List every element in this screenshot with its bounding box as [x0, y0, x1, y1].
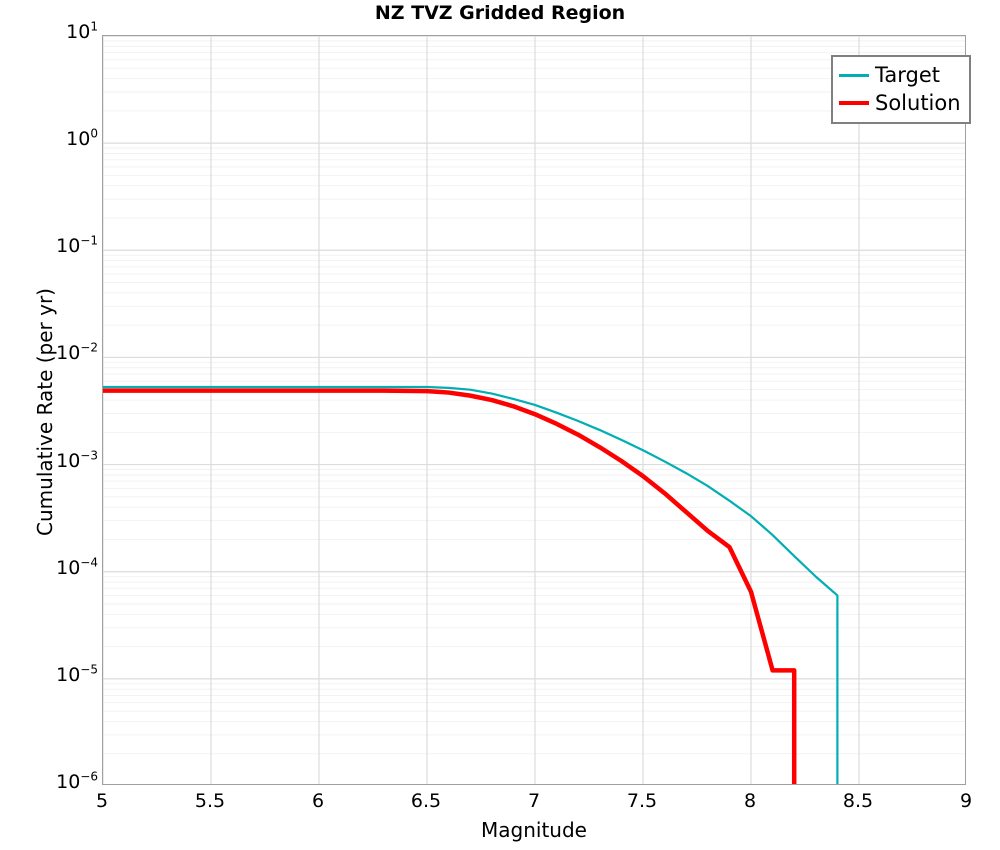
- x-tick-label: 5.5: [194, 790, 226, 812]
- y-tick-label: 10−5: [56, 662, 98, 686]
- legend-swatch-target: [839, 73, 869, 77]
- y-tick-label: 10−6: [56, 769, 98, 793]
- x-tick-label: 8.5: [842, 790, 874, 812]
- legend-item-solution[interactable]: Solution: [839, 89, 961, 117]
- y-tick-label: 10−4: [56, 555, 98, 579]
- y-tick-label: 101: [66, 19, 98, 43]
- legend[interactable]: Target Solution: [831, 55, 971, 124]
- plot-area: [102, 35, 966, 785]
- legend-label-solution: Solution: [875, 90, 961, 115]
- legend-item-target[interactable]: Target: [839, 61, 961, 89]
- data-curves: [103, 385, 839, 784]
- y-tick-label: 10−3: [56, 448, 98, 472]
- x-tick-label: 6.5: [410, 790, 442, 812]
- y-axis-ticks: 101 100 10−1 10−2 10−3 10−4 10−5 10−6: [0, 0, 98, 850]
- y-tick-label: 10−2: [56, 341, 98, 365]
- x-tick-label: 7.5: [626, 790, 658, 812]
- x-tick-label: 8: [743, 790, 757, 812]
- y-tick-label: 10−1: [56, 233, 98, 258]
- legend-swatch-solution: [839, 101, 869, 105]
- x-tick-label: 6: [311, 790, 325, 812]
- gridlines: [103, 36, 965, 784]
- page-title: NZ TVZ Gridded Region: [374, 2, 626, 24]
- legend-label-target: Target: [875, 62, 940, 87]
- x-tick-label: 5: [95, 790, 109, 812]
- x-tick-label: 7: [527, 790, 541, 812]
- x-tick-label: 9: [959, 790, 973, 812]
- series-line-target: [103, 385, 839, 784]
- y-axis-label: Cumulative Rate (per yr): [33, 288, 57, 536]
- x-axis-label: Magnitude: [481, 818, 587, 842]
- series-line-solution: [103, 388, 797, 784]
- y-tick-label: 100: [66, 126, 98, 151]
